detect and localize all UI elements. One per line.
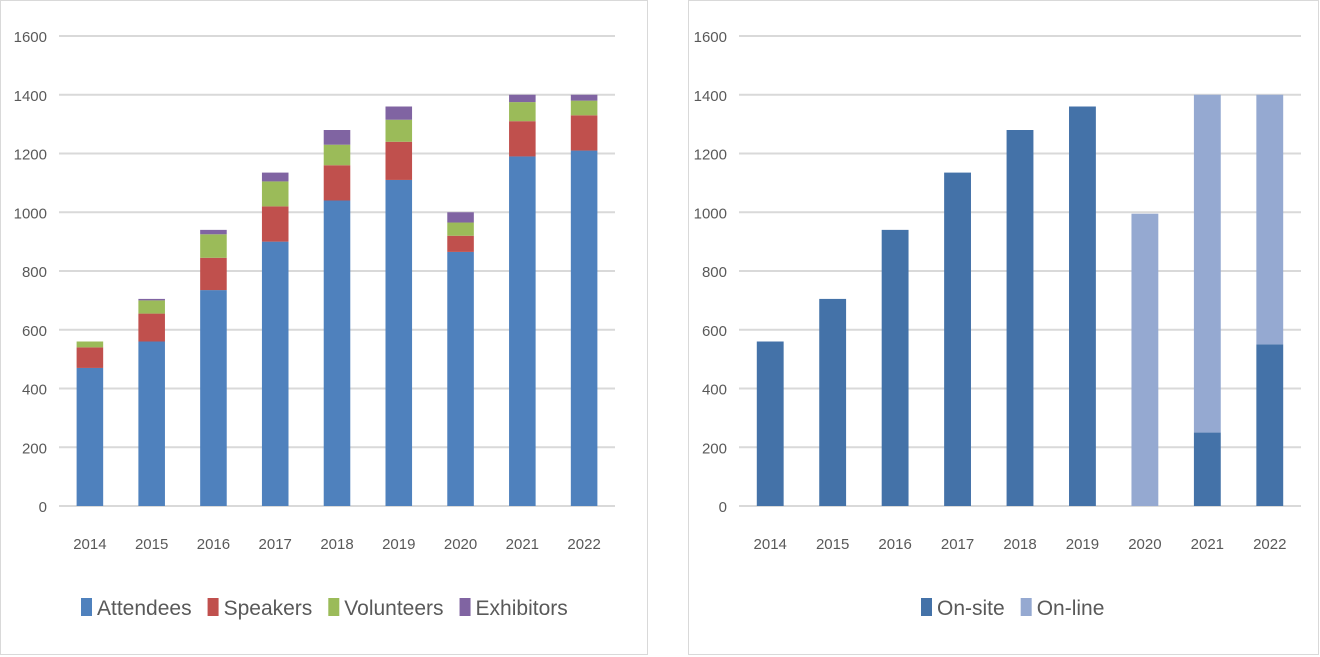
legend-label-on-site: On-site [937, 597, 1005, 620]
bar-speakers-2022 [570, 115, 598, 151]
bar-attendees-2016 [200, 290, 227, 506]
y-tick-label: 1600 [694, 29, 727, 46]
stacked-bar-chart-participants: 0 200 400 600 800 1000 1200 1400 1600 2014 2015 201… [14, 29, 615, 620]
bar-exhibitors-2019 [385, 106, 413, 120]
y-tick-label: 800 [702, 264, 727, 281]
x-tick-label: 2021 [506, 536, 539, 553]
legend-label-volunteers: Volunteers [344, 597, 443, 620]
y-tick-label: 0 [719, 499, 727, 516]
chart-panel-participants: 0 200 400 600 800 1000 1200 1400 1600 2014 2015 201… [0, 0, 648, 655]
bar-speakers-2016 [200, 257, 227, 291]
bar-on-site-2019 [1069, 106, 1096, 506]
x-tick-label: 2017 [259, 536, 292, 553]
y-tick-label: 1600 [14, 29, 47, 46]
x-tick-label: 2020 [1128, 536, 1161, 553]
x-tick-label: 2017 [941, 536, 974, 553]
bar-exhibitors-2016 [200, 229, 227, 235]
bar-volunteers-2018 [323, 144, 351, 166]
bar-on-site-2018 [1006, 130, 1034, 506]
bar-attendees-2017 [261, 241, 289, 506]
y-tick-label: 1400 [14, 88, 47, 105]
x-tick-label: 2022 [1253, 536, 1286, 553]
bar-volunteers-2022 [570, 100, 598, 116]
bar-exhibitors-2020 [447, 212, 474, 223]
bar-volunteers-2015 [138, 300, 165, 314]
legend-swatch-speakers [207, 598, 219, 616]
y-tick-label: 200 [702, 440, 727, 457]
legend-swatch-exhibitors [459, 598, 471, 616]
y-tick-label: 1000 [14, 205, 47, 222]
bar-attendees-2021 [509, 156, 536, 506]
legend-label-attendees: Attendees [97, 597, 192, 620]
bar-exhibitors-2018 [323, 130, 351, 145]
bar-on-site-2021 [1193, 432, 1221, 506]
bar-on-line-2021 [1193, 94, 1221, 433]
y-tick-label: 1000 [694, 205, 727, 222]
bar-speakers-2017 [261, 206, 289, 242]
bar-volunteers-2017 [261, 181, 289, 207]
y-tick-label: 600 [22, 323, 47, 340]
x-tick-label: 2014 [73, 536, 106, 553]
bar-on-line-2022 [1256, 94, 1284, 345]
bar-speakers-2018 [323, 165, 351, 201]
bar-on-site-2017 [944, 172, 971, 506]
x-tick-label: 2014 [754, 536, 787, 553]
x-tick-label: 2016 [197, 536, 230, 553]
bar-on-line-2020 [1131, 213, 1159, 506]
bar-attendees-2020 [447, 251, 474, 506]
bar-volunteers-2019 [385, 119, 413, 142]
bar-speakers-2019 [385, 141, 413, 180]
y-tick-label: 400 [22, 382, 47, 399]
bar-speakers-2020 [447, 235, 474, 252]
bar-on-site-2022 [1256, 344, 1284, 506]
y-tick-label: 1200 [694, 147, 727, 164]
bar-exhibitors-2017 [261, 172, 289, 182]
legend-label-on-line: On-line [1037, 597, 1105, 620]
bar-exhibitors-2021 [509, 94, 536, 103]
legend-swatch-attendees [81, 598, 92, 616]
x-tick-label: 2019 [382, 536, 415, 553]
x-tick-label: 2019 [1066, 536, 1099, 553]
x-tick-label: 2015 [816, 536, 849, 553]
x-tick-label: 2018 [320, 536, 353, 553]
bar-attendees-2014 [76, 367, 104, 506]
legend-swatch-on-line [1020, 598, 1032, 616]
y-tick-label: 1400 [694, 88, 727, 105]
bar-attendees-2019 [385, 179, 413, 506]
legend-label-speakers: Speakers [224, 597, 313, 620]
bar-speakers-2014 [76, 347, 104, 368]
x-tick-label: 2022 [567, 536, 600, 553]
y-tick-label: 400 [702, 382, 727, 399]
x-tick-label: 2018 [1003, 536, 1036, 553]
bar-exhibitors-2015 [138, 298, 165, 301]
bar-speakers-2015 [138, 313, 165, 342]
y-tick-label: 800 [22, 264, 47, 281]
x-tick-label: 2021 [1191, 536, 1224, 553]
bar-volunteers-2014 [76, 341, 104, 348]
bar-speakers-2021 [509, 121, 536, 157]
bar-volunteers-2021 [509, 102, 536, 122]
legend-label-exhibitors: Exhibitors [476, 597, 568, 620]
x-tick-label: 2020 [444, 536, 477, 553]
bar-on-site-2016 [881, 229, 909, 506]
chart-panel-attendance-mode: 0 200 400 600 800 1000 1200 1400 1600 2014 2015 201… [688, 0, 1319, 655]
bar-volunteers-2020 [447, 222, 474, 236]
legend-swatch-volunteers [328, 598, 340, 616]
x-tick-label: 2016 [878, 536, 911, 553]
y-tick-label: 1200 [14, 147, 47, 164]
stacked-bar-chart-attendance-mode: 0 200 400 600 800 1000 1200 1400 1600 2014 2015 201… [694, 29, 1301, 620]
bar-attendees-2022 [570, 150, 598, 506]
bar-attendees-2018 [323, 200, 351, 506]
bar-attendees-2015 [138, 341, 165, 506]
x-tick-label: 2015 [135, 536, 168, 553]
legend-swatch-on-site [921, 598, 932, 616]
y-tick-label: 600 [702, 323, 727, 340]
bar-on-site-2015 [819, 298, 847, 506]
bar-volunteers-2016 [200, 234, 227, 258]
y-tick-label: 0 [39, 499, 47, 516]
bar-on-site-2014 [756, 341, 784, 506]
y-tick-label: 200 [22, 440, 47, 457]
bar-exhibitors-2022 [570, 94, 598, 101]
